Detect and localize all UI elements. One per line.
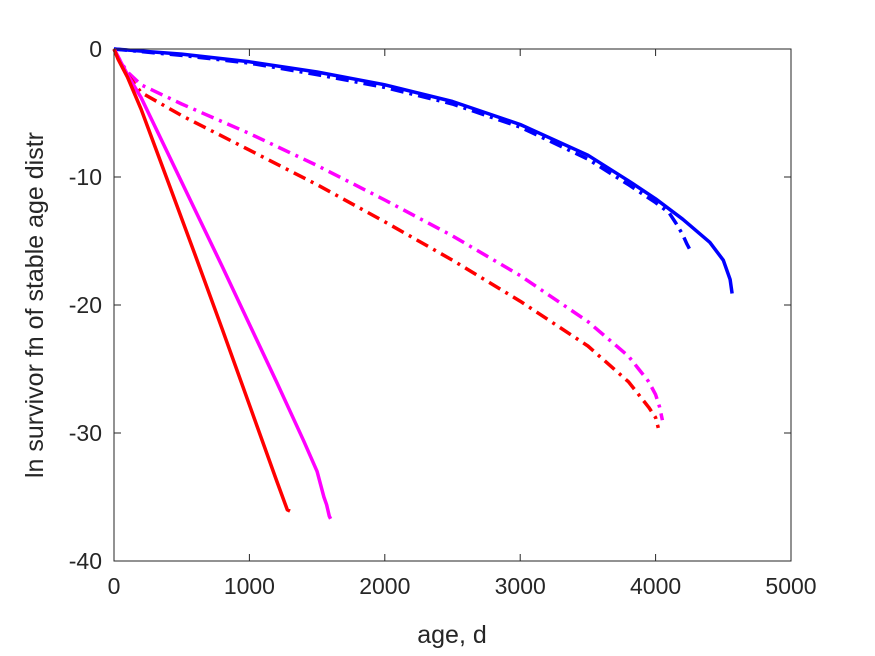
y-tick-label: -40 xyxy=(69,548,102,574)
x-tick-label: 4000 xyxy=(630,573,681,599)
x-tick-label: 3000 xyxy=(495,573,546,599)
y-tick-label: -20 xyxy=(69,292,102,318)
y-tick-label: 0 xyxy=(89,36,102,62)
series-layer xyxy=(112,47,734,520)
series-line-4 xyxy=(112,48,660,429)
ticks-layer xyxy=(113,48,792,562)
plot-frame xyxy=(113,48,792,562)
x-tick-label: 5000 xyxy=(765,573,816,599)
y-tick-labels: 0 -10 -20 -30 -40 xyxy=(69,36,102,574)
x-tick-label: 2000 xyxy=(359,573,410,599)
x-axis-label: age, d xyxy=(417,621,487,649)
series-line-2 xyxy=(113,47,691,250)
x-tick-label: 0 xyxy=(108,573,121,599)
y-tick-label: -30 xyxy=(69,420,102,446)
series-line-6 xyxy=(112,48,291,513)
y-tick-label: -10 xyxy=(69,164,102,190)
series-line-1 xyxy=(113,47,734,294)
y-axis-label: ln survivor fn of stable age distr xyxy=(21,132,49,478)
series-line-3 xyxy=(112,48,665,421)
x-tick-labels: 0 1000 2000 3000 4000 5000 xyxy=(108,573,817,599)
x-tick-label: 1000 xyxy=(224,573,275,599)
